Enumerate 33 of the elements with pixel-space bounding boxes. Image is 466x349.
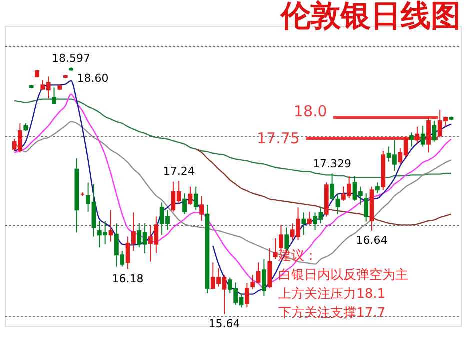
annotation: 下方关注支撑17.7 [278,305,386,321]
candlestick [200,196,204,222]
annotation: 16.64 [356,234,388,247]
candlestick [336,193,340,215]
candlestick [375,182,380,194]
candlestick [307,211,312,226]
candlestick [364,193,369,222]
annotation: 上方关注压力18.1 [278,286,386,302]
candlestick [52,87,56,104]
candlestick [188,186,193,206]
annotation: 18.60 [77,72,109,85]
candlestick [108,210,114,242]
chart-title: 伦敦银日线图 [280,0,461,34]
annotation: 17.24 [163,165,195,178]
candlestick [302,212,306,236]
candlestick [330,173,334,200]
candlestick [415,126,420,145]
candlestick [420,126,426,148]
annotation: 16.18 [112,272,144,286]
ref-line-label: 17.75 [257,130,300,148]
ref-line-label: 18.0 [294,102,328,121]
annotation: 18.597 [52,52,91,65]
annotation: 17.329 [313,158,352,171]
candlestick [194,186,198,211]
candlestick [273,238,278,260]
candlestick [432,120,437,142]
candlestick [244,283,250,308]
candlestick [410,132,414,148]
annotation: 15.64 [208,317,240,330]
candlestick [182,193,187,215]
annotation: 白银日内以反弹空为主 [278,267,409,283]
candlestick [426,116,431,154]
candlestick [262,258,266,296]
